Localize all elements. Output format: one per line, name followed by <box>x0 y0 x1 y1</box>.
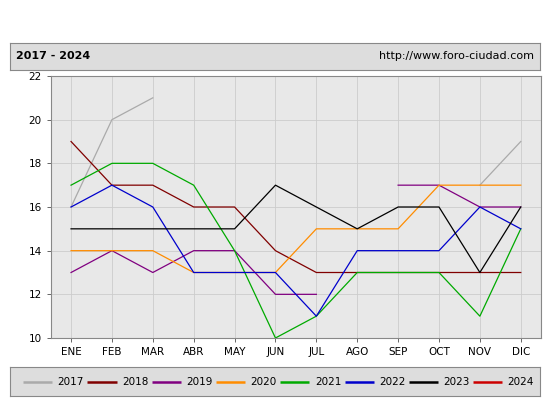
Text: http://www.foro-ciudad.com: http://www.foro-ciudad.com <box>379 51 534 61</box>
Text: 2023: 2023 <box>443 377 470 386</box>
Text: 2024: 2024 <box>508 377 534 386</box>
Text: 2019: 2019 <box>186 377 212 386</box>
Text: 2020: 2020 <box>250 377 277 386</box>
Text: 2017: 2017 <box>58 377 84 386</box>
Text: 2022: 2022 <box>379 377 405 386</box>
Text: 2021: 2021 <box>315 377 341 386</box>
Text: 2017 - 2024: 2017 - 2024 <box>16 51 91 61</box>
Text: 2018: 2018 <box>122 377 149 386</box>
Text: Evolucion del paro registrado en Horcajo Medianero: Evolucion del paro registrado en Horcajo… <box>76 14 474 28</box>
